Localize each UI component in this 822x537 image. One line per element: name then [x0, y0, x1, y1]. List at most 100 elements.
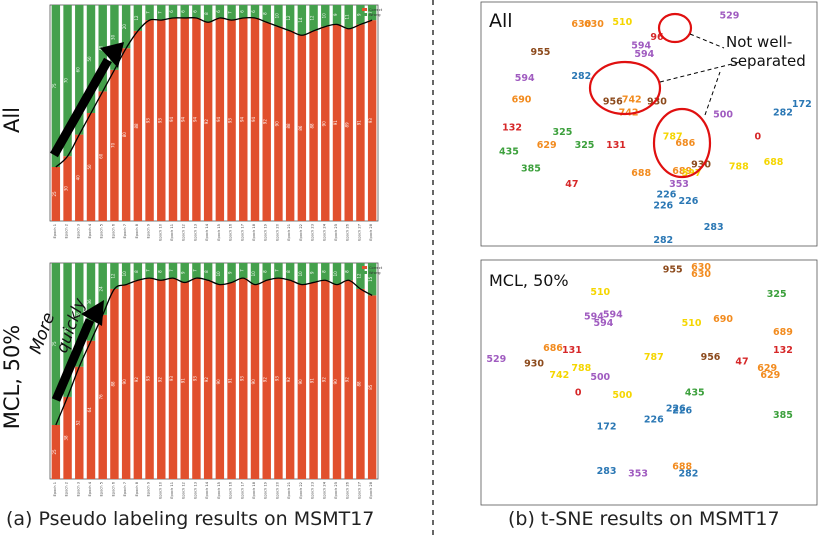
mcl-value-wrong-24: 8	[321, 270, 326, 273]
all-point-325-17: 325	[553, 127, 573, 138]
callout-line-3	[704, 71, 721, 116]
all-value-correct-10: 93	[157, 118, 162, 124]
row-label-mcl: MCL, 50%	[0, 325, 24, 430]
mcl-tick-19: Epoch 19	[264, 481, 268, 498]
mcl-value-wrong-23: 9	[310, 271, 315, 274]
mcl-tick-28: Epoch 28	[369, 481, 373, 498]
all-value-correct-7: 80	[122, 132, 127, 138]
all-point-688-31: 688	[631, 168, 651, 179]
all-value-correct-16: 93	[228, 118, 233, 124]
legend-label-wrong: Wrong	[369, 13, 381, 17]
mcl-value-wrong-18: 10	[251, 271, 256, 277]
mcl-bar-correct-21	[285, 280, 295, 479]
tsne-frame-mcl	[480, 259, 818, 506]
all-point-500-25: 500	[713, 110, 733, 121]
all-bar-wrong-1	[51, 5, 61, 167]
all-point-131-20: 131	[606, 140, 626, 151]
all-bar-correct-8	[133, 30, 143, 222]
mcl-bar-correct-14	[203, 280, 213, 479]
all-tick-9: Epoch 9	[147, 223, 151, 238]
all-bar-wrong-19	[262, 5, 271, 23]
all-value-wrong-25: 9	[333, 13, 338, 16]
mcl-bar-wrong-8	[133, 263, 143, 281]
all-bar-correct-9	[145, 20, 154, 222]
all-tick-16: Epoch 16	[229, 223, 233, 240]
all-bar-correct-28	[367, 20, 377, 222]
all-tick-8: Epoch 8	[135, 223, 139, 238]
mcl-point-510-5: 510	[590, 287, 610, 298]
all-value-wrong-6: 30	[110, 34, 115, 40]
mcl-tick-1: Epoch 1	[53, 482, 57, 496]
all-point-172-28: 172	[792, 99, 812, 110]
mcl-tick-2: Epoch 2	[65, 482, 69, 496]
all-bar-wrong-24	[321, 5, 330, 27]
all-point-594-6: 594	[631, 41, 651, 52]
all-bar-correct-16	[227, 20, 236, 222]
mcl-point-690-10: 690	[713, 314, 733, 325]
trend-arrow-all	[50, 57, 112, 158]
all-value-wrong-1: 75	[52, 83, 57, 89]
mcl-value-correct-13: 93	[192, 376, 197, 382]
mcl-point-132-12: 132	[773, 345, 793, 356]
all-value-correct-5: 60	[99, 153, 104, 159]
mcl-point-930-16: 930	[524, 359, 544, 370]
mcl-point-47-19: 47	[735, 356, 748, 367]
mcl-point-742-23: 742	[549, 370, 569, 381]
mcl-value-correct-21: 92	[286, 377, 291, 383]
mcl-point-500-26: 500	[612, 390, 632, 401]
all-value-correct-28: 93	[368, 118, 373, 124]
legend-swatch-wrong	[362, 271, 367, 274]
all-value-wrong-2: 70	[64, 78, 69, 84]
mcl-point-594-8: 594	[593, 318, 613, 329]
all-bar-wrong-3	[75, 5, 84, 135]
mcl-tick-27: Epoch 27	[357, 482, 361, 499]
mcl-bar-wrong-28	[367, 263, 377, 296]
mcl-bar-wrong-6	[110, 263, 119, 289]
all-bar-correct-13	[192, 17, 201, 222]
all-bar-correct-25	[332, 24, 342, 221]
legend-swatch-correct	[362, 8, 367, 11]
tsne-frame-all	[480, 1, 818, 247]
all-value-correct-13: 94	[192, 116, 197, 122]
all-bar-correct-19	[262, 22, 271, 222]
legend-label-correct: Correct	[369, 8, 383, 12]
all-point-630-2: 630	[584, 19, 604, 30]
all-tick-22: Epoch 22	[299, 224, 303, 241]
mcl-value-correct-4: 64	[87, 407, 92, 413]
all-point-955-8: 955	[530, 47, 550, 58]
legend-mcl: Correct Wrong	[362, 266, 383, 275]
all-value-correct-20: 90	[274, 121, 279, 127]
all-value-correct-2: 30	[64, 186, 69, 192]
all-tick-5: Epoch 5	[100, 224, 104, 238]
all-bar-correct-6	[110, 69, 119, 221]
all-bar-correct-24	[321, 26, 330, 221]
all-bar-wrong-12	[180, 5, 189, 18]
mcl-value-wrong-15: 10	[216, 271, 221, 277]
mcl-tick-6: Epoch 6	[111, 481, 115, 496]
mcl-bar-wrong-26	[344, 263, 353, 281]
mcl-bar-correct-3	[75, 366, 84, 479]
all-point-742-13: 742	[622, 95, 642, 106]
all-bar-wrong-27	[356, 5, 365, 25]
mcl-boundary-line	[55, 277, 373, 426]
mcl-bar-wrong-3	[75, 263, 84, 367]
mcl-value-wrong-27: 12	[356, 273, 361, 279]
mcl-bar-wrong-9	[145, 263, 154, 279]
all-point-47-35: 47	[565, 179, 578, 190]
all-bar-wrong-18	[250, 5, 260, 18]
mcl-point-510-9: 510	[682, 318, 702, 329]
mcl-value-correct-26: 92	[345, 377, 350, 383]
mcl-bar-correct-20	[274, 278, 283, 479]
all-bar-correct-3	[75, 134, 84, 221]
legend-swatch-correct	[362, 266, 367, 269]
mcl-value-wrong-12: 9	[181, 271, 186, 274]
mcl-point-172-32: 172	[597, 421, 617, 432]
mcl-value-wrong-2: 62	[64, 327, 69, 333]
all-value-wrong-11: 6	[169, 10, 174, 13]
all-value-correct-1: 25	[52, 191, 57, 197]
mcl-value-wrong-26: 8	[345, 270, 350, 273]
mcl-value-correct-6: 88	[110, 381, 115, 387]
all-value-wrong-8: 12	[134, 15, 139, 21]
